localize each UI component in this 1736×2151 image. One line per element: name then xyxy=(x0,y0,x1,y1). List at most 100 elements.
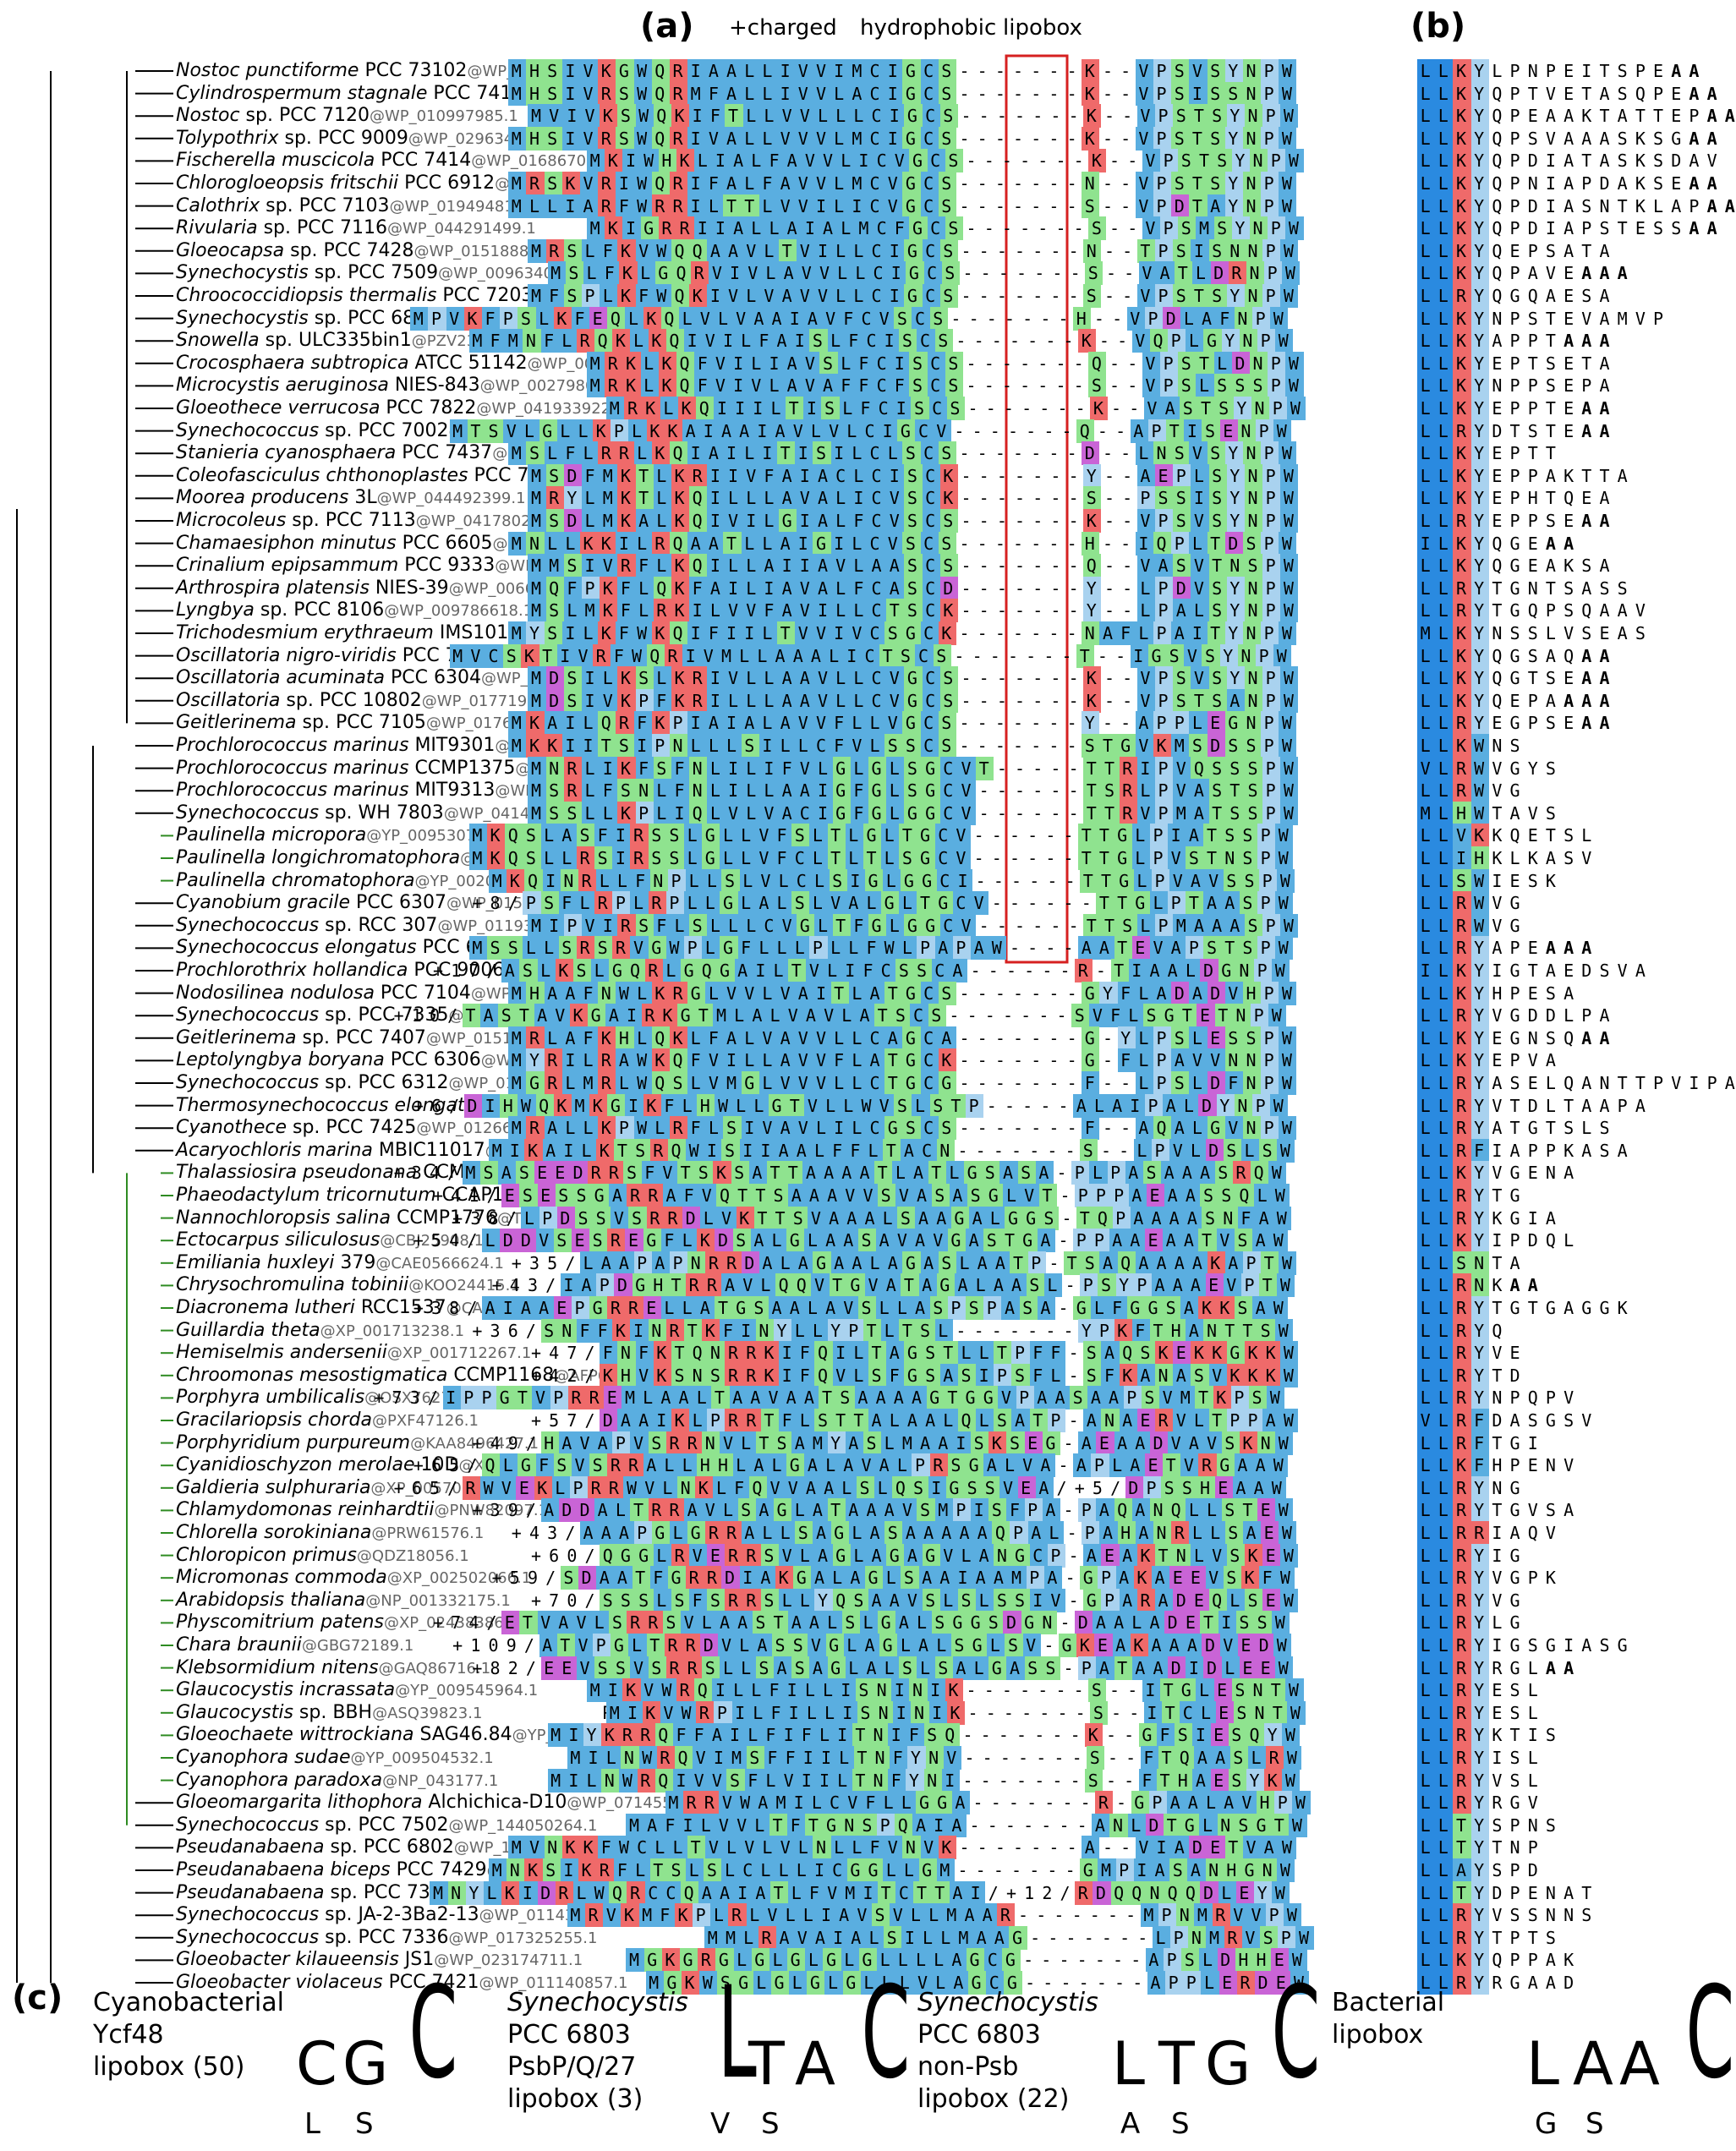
residue: Q xyxy=(651,172,670,195)
residue: I xyxy=(1029,1588,1048,1612)
residue: Y xyxy=(1470,1206,1489,1230)
residue: T xyxy=(1492,600,1504,621)
residue: F xyxy=(694,374,713,398)
residue: N xyxy=(1242,711,1262,736)
residue: L xyxy=(1187,1138,1206,1163)
residue: S xyxy=(1171,59,1190,83)
residue: N xyxy=(1237,419,1257,443)
residue: I xyxy=(976,1363,994,1387)
residue: F xyxy=(660,1093,679,1118)
residue: Y xyxy=(1226,666,1245,691)
residue: V xyxy=(848,621,867,645)
residue: V xyxy=(1208,1543,1227,1568)
residue: - xyxy=(986,1095,999,1116)
residue: S xyxy=(1082,194,1100,218)
residue: P xyxy=(460,1386,479,1410)
residue: S xyxy=(897,1206,916,1230)
residue: V xyxy=(895,1184,914,1207)
residue: G xyxy=(786,1229,805,1253)
residue: Q xyxy=(598,711,616,736)
residue: M xyxy=(934,1498,953,1523)
residue: I xyxy=(712,216,731,241)
residue: A xyxy=(736,419,754,443)
residue: A xyxy=(791,1431,810,1455)
residue: - xyxy=(978,600,991,621)
residue: A xyxy=(1191,913,1209,938)
residue: L xyxy=(1417,1700,1436,1725)
residue: P xyxy=(1261,194,1279,218)
residue: - xyxy=(1049,713,1061,734)
residue: F xyxy=(886,1363,905,1387)
alignment-sequence: +5 9/S D A A T F G R R D I A K G A L A G L S A A I A A M P A - G P A K A E E… xyxy=(489,1566,1295,1590)
residue: S xyxy=(868,1363,887,1387)
residue: S xyxy=(1509,623,1522,643)
residue: A xyxy=(1234,1453,1252,1478)
residue: A xyxy=(1492,1073,1504,1093)
residue: A xyxy=(795,1251,813,1275)
residue: A xyxy=(1599,128,1612,149)
residue: I xyxy=(1218,1611,1236,1635)
residue: W xyxy=(1275,1318,1294,1343)
residue: G xyxy=(864,868,884,893)
residue: L xyxy=(526,194,545,218)
residue: A xyxy=(1119,1543,1137,1568)
species-genus: Chloropicon primus xyxy=(176,1544,357,1566)
residue: D xyxy=(1164,1611,1183,1635)
residue: - xyxy=(1066,83,1079,104)
residue: L xyxy=(1435,306,1454,331)
residue: / xyxy=(525,1432,538,1453)
residue: V xyxy=(1635,308,1647,329)
residue: L xyxy=(822,1093,841,1118)
residue: G xyxy=(1509,600,1522,621)
residue: A xyxy=(616,1251,634,1275)
residue: R xyxy=(630,846,649,870)
residue: V xyxy=(1022,1634,1041,1657)
residue: + xyxy=(530,1545,543,1566)
residue: - xyxy=(1102,443,1114,464)
residue: T xyxy=(884,1071,903,1095)
residue: I xyxy=(623,1004,642,1028)
residue: P xyxy=(1262,284,1281,308)
residue: N xyxy=(1259,1858,1278,1882)
residue: Y xyxy=(1082,711,1100,736)
residue: V xyxy=(952,846,972,870)
residue: - xyxy=(1016,1770,1029,1791)
residue: D xyxy=(1200,959,1218,982)
residue: A xyxy=(1099,621,1118,645)
residue: E xyxy=(1096,1431,1114,1455)
residue: L xyxy=(758,194,777,218)
residue: - xyxy=(1063,1432,1076,1453)
residue: T xyxy=(1259,1273,1278,1298)
residue: A xyxy=(868,1409,887,1432)
residue: - xyxy=(967,1005,979,1026)
residue: E xyxy=(1563,353,1576,374)
residue: 4 xyxy=(449,1230,462,1251)
residue: A xyxy=(1112,1634,1131,1657)
residue: L xyxy=(830,126,849,151)
residue: G xyxy=(823,1813,841,1837)
residue: L xyxy=(773,891,792,916)
residue: - xyxy=(1041,1814,1054,1836)
residue: L xyxy=(1417,261,1436,286)
residue: A xyxy=(687,531,706,556)
residue: L xyxy=(886,801,905,825)
residue: A xyxy=(1126,1229,1145,1253)
residue: P xyxy=(1080,1273,1098,1298)
residue: A xyxy=(1078,1431,1097,1455)
residue: A xyxy=(616,1521,634,1545)
residue: S xyxy=(929,1296,948,1320)
residue: G xyxy=(902,1251,921,1275)
residue: K xyxy=(1453,261,1471,286)
strain: sp. PCC 7113 xyxy=(286,510,416,531)
residue: F xyxy=(798,1723,817,1748)
residue: - xyxy=(1003,398,1016,419)
residue: S xyxy=(1017,1161,1036,1185)
residue: W xyxy=(1279,1836,1297,1860)
residue: N xyxy=(1154,1363,1174,1387)
residue: A xyxy=(990,1273,1009,1298)
residue: Y xyxy=(1470,1116,1489,1141)
